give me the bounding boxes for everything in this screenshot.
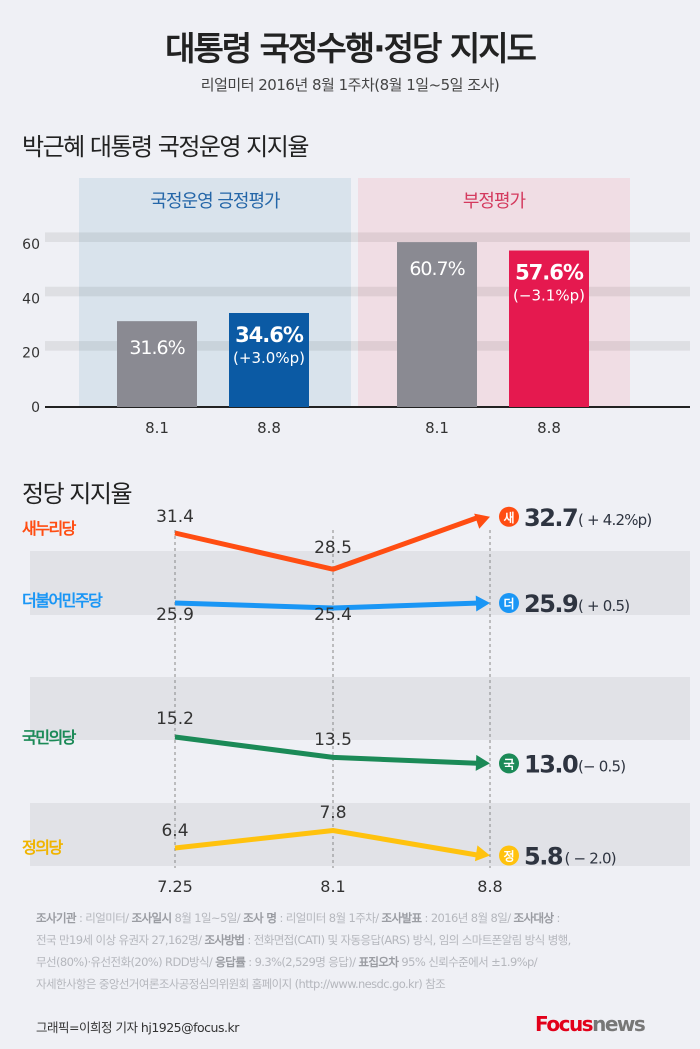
change-label: ( + 0.5) <box>578 597 629 615</box>
footnote-key: 조사기관 <box>36 911 77 925</box>
x-tick-label: 8.1 <box>320 877 345 896</box>
x-tick-label: 8.8 <box>257 419 281 437</box>
footnote-text: 전국 만19세 이상 유권자 27,162명/ <box>36 933 205 947</box>
panel-label: 국정운영 긍정평가 <box>150 191 280 212</box>
page-title: 대통령 국정수행·정당 지지도 <box>165 29 537 68</box>
y-tick-label: 20 <box>22 346 40 362</box>
series-line <box>174 600 481 611</box>
footnote-key: 조사방법 <box>204 933 245 947</box>
grid-band <box>45 341 690 351</box>
row-band <box>30 677 690 740</box>
footnote-key: 표집오차 <box>358 955 399 969</box>
footnote-text: : 리얼미터 8월 1주차/ <box>276 911 382 925</box>
data-label: 15.2 <box>156 709 194 729</box>
data-label: 25.4 <box>314 605 352 625</box>
party-badge-icon <box>499 593 519 613</box>
logo-suffix: news <box>592 1012 646 1036</box>
charts-canvas: 0 20 40 60 국정운영 긍정평가 31.6% 8.1 34.6% 8.8 (+3.0%p)… <box>22 178 690 896</box>
arrow-head <box>475 595 490 612</box>
change-label: (− 0.5) <box>578 757 625 775</box>
bar-value-label: 60.7% <box>409 258 464 280</box>
logo-brand: Focus <box>535 1012 594 1036</box>
grid-band <box>45 232 690 242</box>
change-label: ( + 4.2%p) <box>578 511 651 529</box>
party-name: 정의당 <box>22 838 63 857</box>
party-badge-icon <box>499 506 519 527</box>
arrow-head <box>474 513 490 529</box>
party-badge-icon <box>499 753 519 774</box>
x-tick-label: 8.8 <box>477 877 502 896</box>
arrow-head <box>474 845 490 862</box>
bar <box>397 242 477 407</box>
x-tick-label: 8.8 <box>537 419 561 437</box>
footnote-text: : 전화면접(CATI) 및 자동응답(ARS) 방식, 임의 스마트폰알림 방… <box>244 933 571 947</box>
bar-value-label: 57.6% <box>515 261 584 285</box>
final-value: 25.9 <box>524 590 578 618</box>
party-badge-text: 새 <box>503 510 514 525</box>
footnote-key: 응답률 <box>215 955 246 969</box>
footnote-text: 자세한사항은 중앙선거여론조사공정심의위원회 홈페이지 (http://www.… <box>36 977 446 991</box>
party-name: 더불어민주당 <box>22 591 103 610</box>
data-label: 7.8 <box>319 803 346 823</box>
data-label: 31.4 <box>156 507 194 527</box>
y-tick-label: 40 <box>22 291 40 307</box>
footnote-text: : 9.3%(2,529명 응답)/ <box>245 955 359 969</box>
data-label: 6.4 <box>161 821 188 841</box>
footnote-text: 무선(80%)·유선전화(20%) RDD방식/ <box>36 955 216 969</box>
party-section-title: 정당 지지율 <box>22 480 133 508</box>
bar-change-label: (+3.0%p) <box>233 349 305 367</box>
bar <box>117 321 197 407</box>
footnote-line: 전국 만19세 이상 유권자 27,162명/ 조사방법 : 전화면접(CATI… <box>36 929 676 951</box>
bar-change-label: (−3.1%p) <box>513 287 585 305</box>
footnote-key: 조사대상 <box>513 911 555 925</box>
focusnews-logo: Focusnews <box>535 1012 646 1036</box>
x-tick-label: 8.1 <box>145 419 169 437</box>
footnote-text: 8월 1일~5일/ <box>171 911 244 925</box>
data-label: 28.5 <box>314 538 352 558</box>
bar-value-label: 34.6% <box>235 323 304 347</box>
party-badge-text: 더 <box>503 596 514 611</box>
footnote-line: 조사기관 : 리얼미터/ 조사일시 8월 1일~5일/ 조사 명 : 리얼미터 … <box>36 907 676 929</box>
subtitle: 리얼미터 2016년 8월 1주차(8월 1일~5일 조사) <box>200 76 500 94</box>
party-name: 새누리당 <box>22 519 77 538</box>
party-name: 국민의당 <box>22 728 77 747</box>
party-badge-text: 정 <box>503 849 514 864</box>
arrow-head <box>475 754 490 771</box>
footnote-text: : <box>553 911 561 925</box>
final-value: 5.8 <box>524 843 563 871</box>
footnote-text: : 2016년 8월 8일/ <box>421 911 514 925</box>
grid-band <box>45 286 690 297</box>
final-value: 32.7 <box>524 504 577 532</box>
footnote-line: 무선(80%)·유선전화(20%) RDD방식/ 응답률 : 9.3%(2,52… <box>36 951 676 973</box>
x-tick-label: 8.1 <box>425 419 449 437</box>
footnote-text: : 리얼미터/ <box>75 911 132 925</box>
final-value: 13.0 <box>524 750 578 778</box>
credit: 그래픽=이희정 기자 hj1925@focus.kr <box>36 1020 239 1035</box>
y-tick-label: 60 <box>22 237 40 253</box>
bar <box>229 313 309 407</box>
series-line <box>174 828 481 858</box>
x-tick-label: 7.25 <box>157 877 193 896</box>
data-label: 25.9 <box>156 605 194 625</box>
y-tick-label: 0 <box>31 400 40 416</box>
party-badge-text: 국 <box>503 757 514 771</box>
series-line <box>174 514 481 572</box>
footnote-key: 조사 명 <box>243 911 277 925</box>
footnote-key: 조사발표 <box>381 911 423 925</box>
bar <box>509 250 589 407</box>
footnote-text: 95% 신뢰수준에서 ±1.9%p/ <box>398 955 537 969</box>
footnote-key: 조사일시 <box>131 911 173 925</box>
bar-value-label: 31.6% <box>129 337 184 359</box>
change-label: ( − 2.0) <box>565 850 616 868</box>
footnote-line: 자세한사항은 중앙선거여론조사공정심의위원회 홈페이지 (http://www.… <box>36 973 676 995</box>
series-line <box>174 734 481 766</box>
data-label: 13.5 <box>314 730 352 750</box>
panel-label: 부정평가 <box>463 191 526 212</box>
party-badge-icon <box>499 845 519 866</box>
approval-section-title: 박근혜 대통령 국정운영 지지율 <box>22 133 309 161</box>
footnote: 조사기관 : 리얼미터/ 조사일시 8월 1일~5일/ 조사 명 : 리얼미터 … <box>36 907 676 995</box>
